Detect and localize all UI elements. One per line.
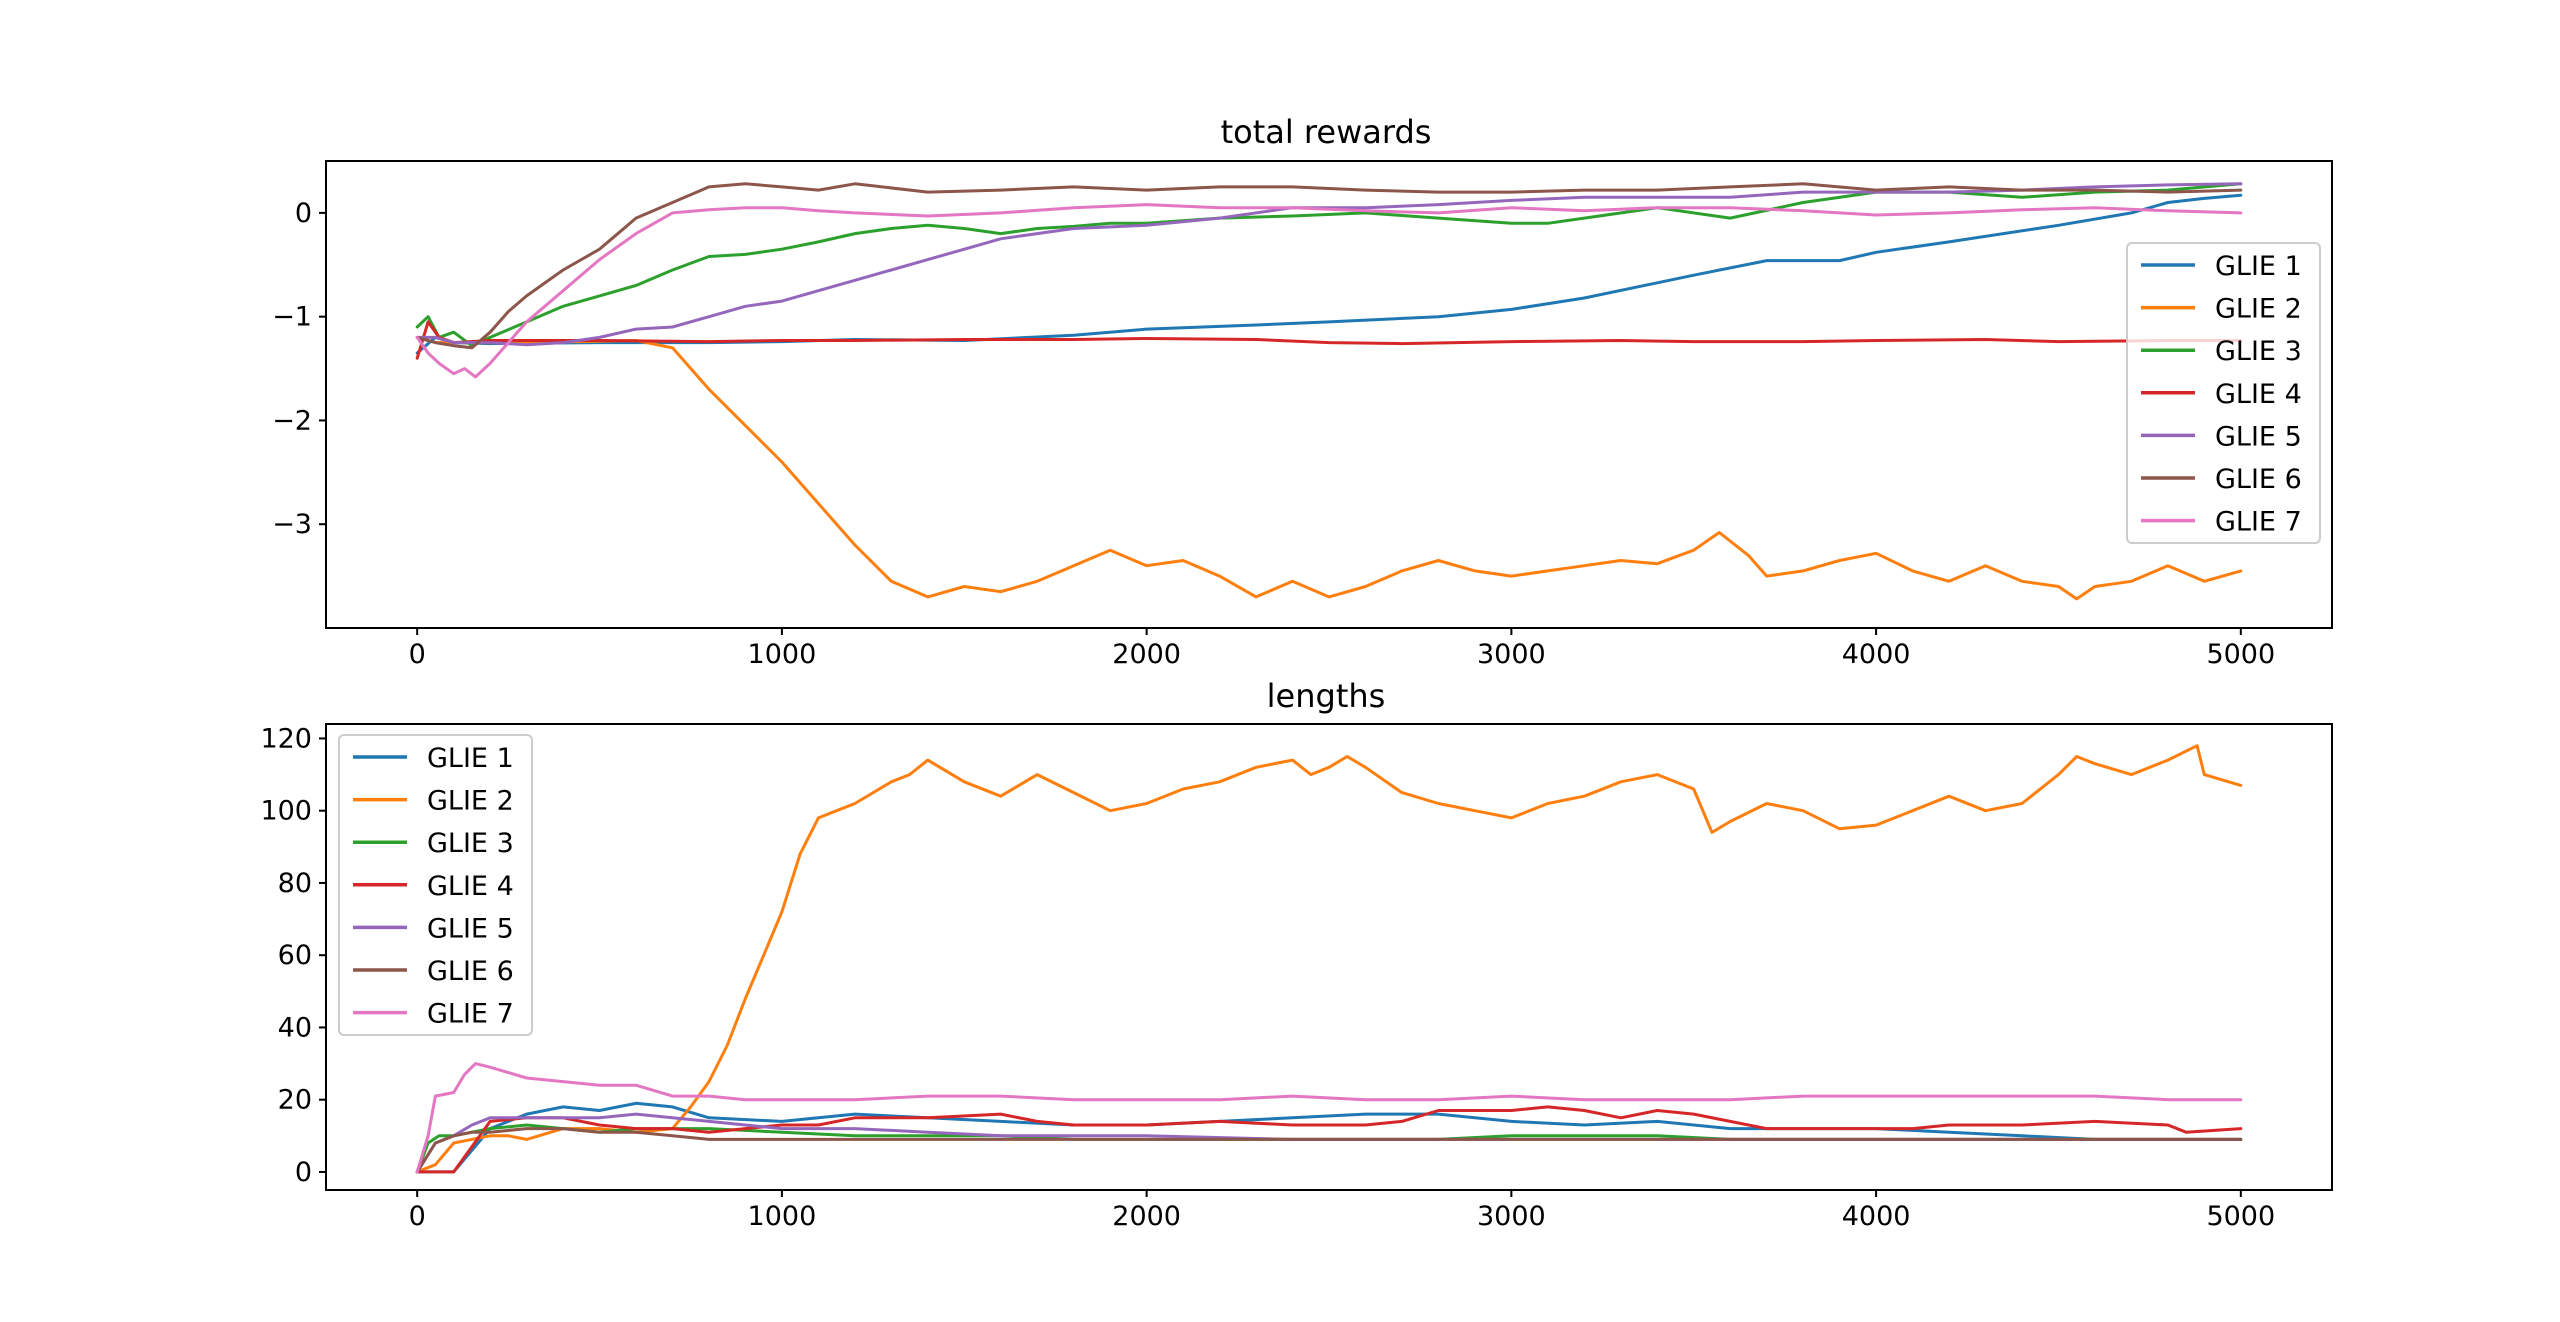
x-tick-label: 2000 xyxy=(1112,1201,1181,1232)
x-tick-label: 2000 xyxy=(1112,639,1181,670)
legend-label-glie-5: GLIE 5 xyxy=(427,913,514,944)
x-tick-label: 5000 xyxy=(2206,639,2275,670)
x-tick-label: 5000 xyxy=(2206,1201,2275,1232)
x-tick-label: 4000 xyxy=(1842,639,1911,670)
series-line-glie-7 xyxy=(415,1062,2243,1174)
rewards-panel: total rewards 0 1000 2000 3000 4000 5000 0 −1 −2… xyxy=(272,113,2333,670)
legend-label-glie-4: GLIE 4 xyxy=(427,871,514,902)
x-tick-label: 3000 xyxy=(1477,1201,1546,1232)
legend-label-glie-7: GLIE 7 xyxy=(427,999,514,1030)
y-tick-label: −2 xyxy=(272,405,312,436)
x-tick-label: 1000 xyxy=(748,639,817,670)
lengths-title: lengths xyxy=(1267,677,1386,715)
legend-box xyxy=(2126,242,2321,544)
legend-label-glie-4: GLIE 4 xyxy=(2215,379,2302,410)
y-tick-label: 0 xyxy=(295,198,312,229)
lengths-panel: lengths 0 1000 2000 3000 4000 5000 0 20 40 60 80 10… xyxy=(260,677,2333,1232)
legend: GLIE 1 GLIE 2 GLIE 3 GLIE 4 GLIE 5 GLIE 6 GLIE… xyxy=(2126,242,2321,544)
legend: GLIE 1 GLIE 2 GLIE 3 GLIE 4 GLIE 5 GLIE 6 GLIE… xyxy=(338,734,533,1036)
series-lines xyxy=(415,182,2243,601)
series-line-glie-6 xyxy=(415,1127,2243,1174)
legend-label-glie-3: GLIE 3 xyxy=(427,828,514,859)
legend-label-glie-7: GLIE 7 xyxy=(2215,507,2302,538)
axes-frame xyxy=(325,723,2333,1191)
y-tick-label: −3 xyxy=(272,509,312,540)
legend-label-glie-3: GLIE 3 xyxy=(2215,336,2302,367)
x-tick-label: 4000 xyxy=(1842,1201,1911,1232)
series-line-glie-6 xyxy=(415,182,2243,350)
series-line-glie-7 xyxy=(415,203,2243,379)
series-line-glie-2 xyxy=(415,335,2243,601)
series-lines xyxy=(415,744,2243,1174)
y-tick-label: 100 xyxy=(260,796,312,827)
axes-frame xyxy=(325,160,2333,629)
x-tick-label: 1000 xyxy=(748,1201,817,1232)
x-tick-label: 3000 xyxy=(1477,639,1546,670)
series-line-glie-2 xyxy=(415,744,2243,1174)
legend-label-glie-2: GLIE 2 xyxy=(2215,294,2302,325)
legend-label-glie-1: GLIE 1 xyxy=(2215,251,2302,282)
y-tick-label: 80 xyxy=(278,868,312,899)
y-tick-label: 40 xyxy=(278,1012,312,1043)
legend-label-glie-6: GLIE 6 xyxy=(427,956,514,987)
y-tick-label: 0 xyxy=(295,1157,312,1188)
y-tick-label: 120 xyxy=(260,723,312,754)
rewards-title: total rewards xyxy=(1221,113,1432,151)
x-tick-label: 0 xyxy=(409,639,426,670)
series-line-glie-4 xyxy=(415,320,2243,360)
legend-box xyxy=(338,734,533,1036)
legend-label-glie-1: GLIE 1 xyxy=(427,743,514,774)
series-line-glie-5 xyxy=(415,182,2243,347)
y-tick-label: −1 xyxy=(272,302,312,333)
series-line-glie-1 xyxy=(415,193,2243,355)
y-tick-label: 20 xyxy=(278,1085,312,1116)
y-tick-label: 60 xyxy=(278,940,312,971)
legend-label-glie-6: GLIE 6 xyxy=(2215,464,2302,495)
series-line-glie-4 xyxy=(415,1105,2243,1174)
x-tick-label: 0 xyxy=(409,1201,426,1232)
legend-label-glie-2: GLIE 2 xyxy=(427,786,514,817)
legend-label-glie-5: GLIE 5 xyxy=(2215,421,2302,452)
